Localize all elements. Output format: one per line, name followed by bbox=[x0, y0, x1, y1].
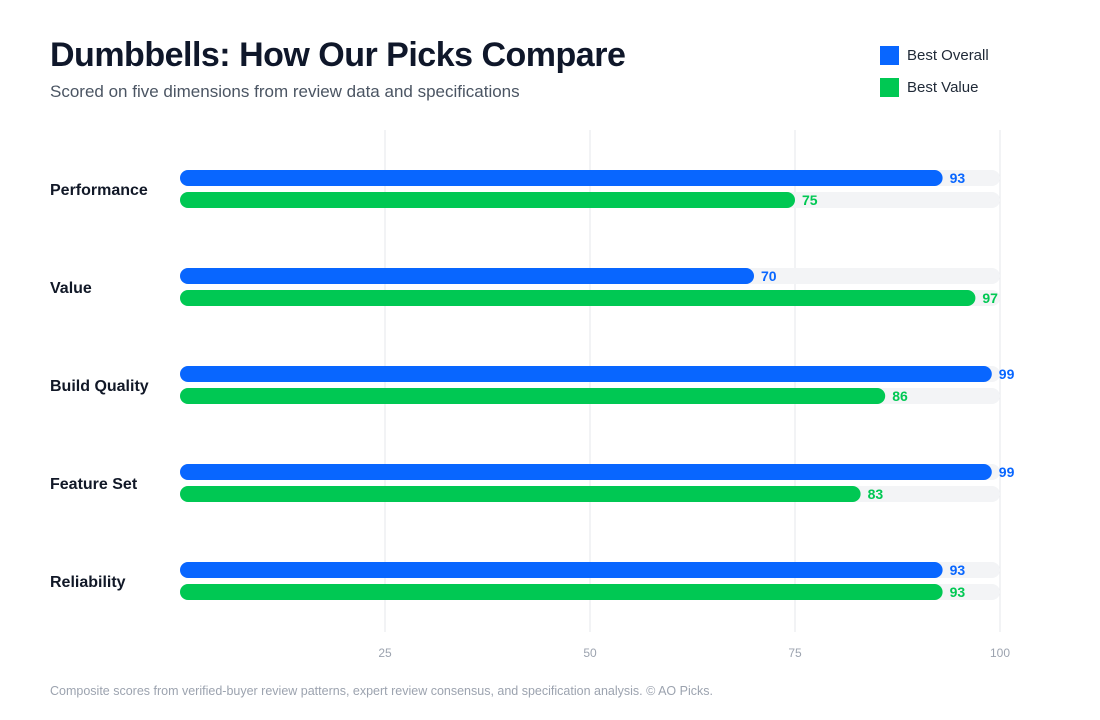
chart-subtitle: Scored on five dimensions from review da… bbox=[50, 82, 520, 101]
bar-feature-set-best-value bbox=[180, 486, 861, 502]
legend-item-best-value: Best Value bbox=[880, 77, 989, 97]
bar-build-quality-best-overall bbox=[180, 366, 992, 382]
legend-item-best-overall: Best Overall bbox=[880, 45, 989, 65]
footnote: Composite scores from verified-buyer rev… bbox=[50, 684, 713, 698]
value-label-performance-best-overall: 93 bbox=[950, 170, 966, 186]
legend-swatch-best-overall bbox=[880, 45, 899, 65]
value-label-feature-set-best-overall: 99 bbox=[999, 464, 1015, 480]
legend-label-best-value: Best Value bbox=[907, 78, 979, 96]
value-label-value-best-value: 97 bbox=[982, 290, 998, 306]
x-tick-label-75: 75 bbox=[788, 646, 802, 660]
bar-performance-best-overall bbox=[180, 170, 943, 186]
legend: Best Overall Best Value bbox=[880, 45, 989, 109]
value-label-feature-set-best-value: 83 bbox=[868, 486, 884, 502]
bar-reliability-best-value bbox=[180, 584, 943, 600]
legend-swatch-best-value bbox=[880, 77, 899, 97]
value-label-build-quality-best-overall: 99 bbox=[999, 366, 1015, 382]
bar-value-best-value bbox=[180, 290, 976, 306]
chart-title: Dumbbells: How Our Picks Compare bbox=[50, 36, 626, 74]
x-tick-label-25: 25 bbox=[378, 646, 392, 660]
bar-build-quality-best-value bbox=[180, 388, 886, 404]
legend-label-best-overall: Best Overall bbox=[907, 46, 989, 64]
category-label-performance: Performance bbox=[50, 182, 148, 199]
category-label-build-quality: Build Quality bbox=[50, 378, 149, 395]
x-tick-label-50: 50 bbox=[583, 646, 597, 660]
bar-feature-set-best-overall bbox=[180, 464, 992, 480]
bar-value-best-overall bbox=[180, 268, 754, 284]
value-label-value-best-overall: 70 bbox=[761, 268, 777, 284]
value-label-performance-best-value: 75 bbox=[802, 192, 818, 208]
value-label-build-quality-best-value: 86 bbox=[892, 388, 908, 404]
bar-chart: 25 50 75 100 Performance 93 75 Value 70 97 Build Q… bbox=[50, 130, 1015, 660]
bar-reliability-best-overall bbox=[180, 562, 943, 578]
bar-performance-best-value bbox=[180, 192, 795, 208]
category-label-reliability: Reliability bbox=[50, 574, 126, 591]
category-label-feature-set: Feature Set bbox=[50, 476, 138, 493]
value-label-reliability-best-value: 93 bbox=[950, 584, 966, 600]
category-label-value: Value bbox=[50, 280, 92, 297]
x-tick-label-100: 100 bbox=[990, 646, 1010, 660]
value-label-reliability-best-overall: 93 bbox=[950, 562, 966, 578]
